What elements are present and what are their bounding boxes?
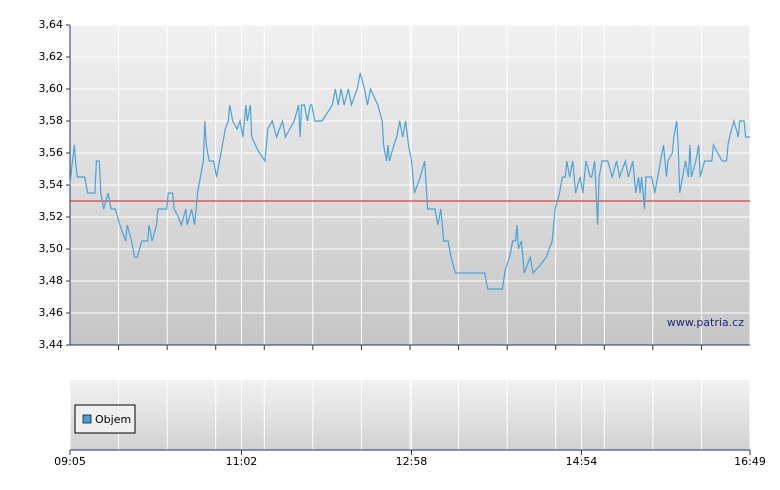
watermark: www.patria.cz [667,316,744,329]
price-line [69,72,750,290]
x-tick-label: 16:49 [734,455,766,468]
y-tick-label: 3,48 [39,274,64,287]
volume-legend: Objem [74,404,136,434]
x-tick-label: 12:58 [396,455,428,468]
x-tick-label: 11:02 [226,455,258,468]
y-tick-label: 3,62 [39,50,64,63]
y-tick-label: 3,60 [39,82,64,95]
y-tick-label: 3,50 [39,242,64,255]
y-tick-label: 3,44 [39,338,64,351]
y-tick-label: 3,46 [39,306,64,319]
x-tick-label: 14:54 [566,455,598,468]
y-tick-label: 3,58 [39,114,64,127]
y-tick-label: 3,64 [39,18,64,31]
y-tick-label: 3,54 [39,178,64,191]
x-tick-label: 09:05 [54,455,86,468]
legend-swatch [82,414,92,424]
y-tick-label: 3,56 [39,146,64,159]
legend-label: Objem [95,413,131,426]
y-tick-label: 3,52 [39,210,64,223]
